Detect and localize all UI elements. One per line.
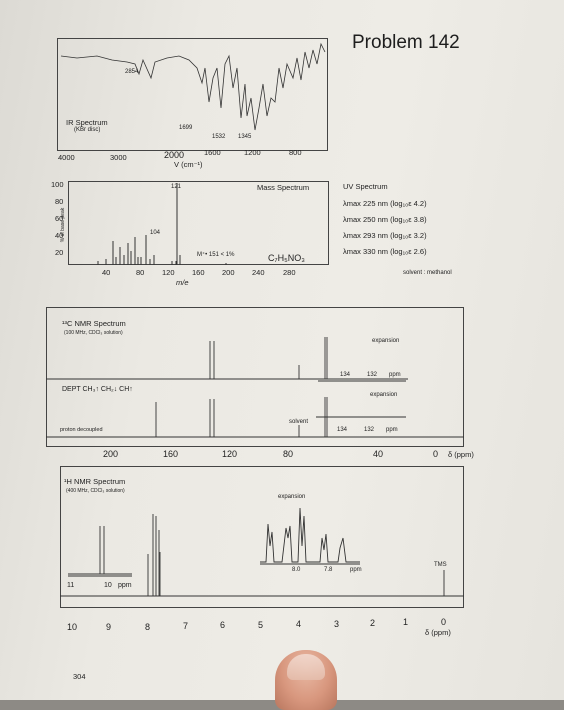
mass-spectrum-panel xyxy=(68,181,329,265)
h1-inset-ppm: ppm xyxy=(118,582,132,589)
c13-axis-unit: δ (ppm) xyxy=(448,450,474,459)
h1-tick-7: 7 xyxy=(183,621,189,631)
h1-exp-ppm: ppm xyxy=(350,567,362,573)
uv-line-1: λmax 225 nm (log₁₀ε 4.2) xyxy=(343,199,427,208)
mass-y-60: 60 xyxy=(55,214,64,223)
h1-axis-unit: δ (ppm) xyxy=(425,628,451,637)
c13-nmr-panel xyxy=(46,307,464,447)
uv-line-4: λmax 330 nm (log₁₀ε 2.6) xyxy=(343,247,427,256)
c13-solvent: solvent xyxy=(289,419,309,425)
ir-tick-3000: 3000 xyxy=(110,153,127,162)
ir-label: IR Spectrum xyxy=(66,118,108,127)
mass-molecular-ion: M⁺• 151 < 1% xyxy=(197,252,235,258)
uv-label: UV Spectrum xyxy=(343,182,388,191)
mass-y-80: 80 xyxy=(55,197,64,206)
c13-spectrum-lines xyxy=(46,337,464,438)
h1-nmr-panel xyxy=(60,466,464,608)
h1-tick-4: 4 xyxy=(296,619,302,629)
h1-spectrum-lines xyxy=(60,507,464,597)
mass-x-120: 120 xyxy=(162,268,175,277)
mass-label: Mass Spectrum xyxy=(257,183,310,192)
c13-exp-top-ppm: ppm xyxy=(389,372,401,378)
ir-tick-4000: 4000 xyxy=(58,153,75,162)
mass-peak-121: 121 xyxy=(171,184,182,190)
c13-label: ¹³C NMR Spectrum xyxy=(62,319,126,328)
c13-tick-80: 80 xyxy=(283,449,294,459)
mass-x-280: 280 xyxy=(283,268,296,277)
ir-tick-1200: 1200 xyxy=(244,148,261,157)
h1-tick-8: 8 xyxy=(145,622,151,632)
mass-formula: C₇H₅NO₃ xyxy=(268,253,305,263)
c13-exp-top-134: 134 xyxy=(340,372,351,378)
h1-tick-6: 6 xyxy=(220,620,226,630)
ir-peak-2854: 2854 xyxy=(125,69,139,75)
c13-exp-bottom-134: 134 xyxy=(337,427,348,433)
h1-tick-3: 3 xyxy=(334,619,340,629)
page-number: 304 xyxy=(73,672,86,681)
mass-bars xyxy=(97,183,227,265)
ir-spectrum-panel xyxy=(57,38,328,151)
mass-x-40: 40 xyxy=(102,268,111,277)
h1-sublabel: (400 MHz, CDCl₃ solution) xyxy=(66,488,125,494)
ir-tick-800: 800 xyxy=(289,148,302,157)
c13-tick-160: 160 xyxy=(163,449,179,459)
c13-tick-200: 200 xyxy=(103,449,119,459)
h1-label: ¹H NMR Spectrum xyxy=(64,477,126,486)
h1-exp-8.0: 8.0 xyxy=(292,567,301,573)
uv-line-2: λmax 250 nm (log₁₀ε 3.8) xyxy=(343,215,427,224)
mass-y-20: 20 xyxy=(55,248,64,257)
mass-x-240: 240 xyxy=(252,268,265,277)
ir-peak-1345: 1345 xyxy=(238,134,252,140)
mass-y-40: 40 xyxy=(55,231,64,240)
problem-title: Problem 142 xyxy=(352,32,460,53)
mass-x-160: 160 xyxy=(192,268,205,277)
thumbnail-nail xyxy=(287,654,325,680)
c13-tick-120: 120 xyxy=(222,449,238,459)
ir-peak-1699: 1699 xyxy=(179,125,193,131)
c13-dept-label: DEPT CH₃↑ CH₂↓ CH↑ xyxy=(62,386,133,393)
ir-peak-1532: 1532 xyxy=(212,134,226,140)
ir-axis-label: V (cm⁻¹) xyxy=(174,160,203,169)
uv-solvent: solvent : methanol xyxy=(403,270,452,276)
h1-tick-1: 1 xyxy=(403,617,409,627)
c13-expansion-top: expansion xyxy=(372,338,400,344)
mass-x-label: m/e xyxy=(176,278,189,287)
ir-sublabel: (KBr disc) xyxy=(74,127,101,133)
c13-proton-decoupled: proton decoupled xyxy=(60,427,103,433)
h1-inset-10: 10 xyxy=(104,582,112,589)
c13-expansion-bottom: expansion xyxy=(370,392,398,398)
h1-exp-7.8: 7.8 xyxy=(324,567,333,573)
c13-tick-40: 40 xyxy=(373,449,384,459)
ir-tick-1600: 1600 xyxy=(204,148,221,157)
h1-tms: TMS xyxy=(434,562,447,568)
h1-tick-10: 10 xyxy=(67,622,78,632)
c13-exp-top-132: 132 xyxy=(367,372,378,378)
ir-trace xyxy=(60,42,326,131)
mass-peak-104: 104 xyxy=(150,230,161,236)
c13-tick-0: 0 xyxy=(433,449,439,459)
h1-tick-0: 0 xyxy=(441,617,447,627)
h1-tick-2: 2 xyxy=(370,618,376,628)
c13-exp-bottom-132: 132 xyxy=(364,427,375,433)
h1-tick-5: 5 xyxy=(258,620,264,630)
h1-expansion: expansion xyxy=(278,494,306,500)
h1-tick-9: 9 xyxy=(106,622,112,632)
mass-x-80: 80 xyxy=(136,268,145,277)
h1-inset-11: 11 xyxy=(67,582,75,589)
mass-y-100: 100 xyxy=(51,180,64,189)
uv-line-3: λmax 293 nm (log₁₀ε 3.2) xyxy=(343,231,427,240)
ir-tick-2000: 2000 xyxy=(164,150,185,160)
mass-x-200: 200 xyxy=(222,268,235,277)
c13-exp-bottom-ppm: ppm xyxy=(386,427,398,433)
c13-sublabel: (100 MHz, CDCl₃ solution) xyxy=(64,330,123,336)
